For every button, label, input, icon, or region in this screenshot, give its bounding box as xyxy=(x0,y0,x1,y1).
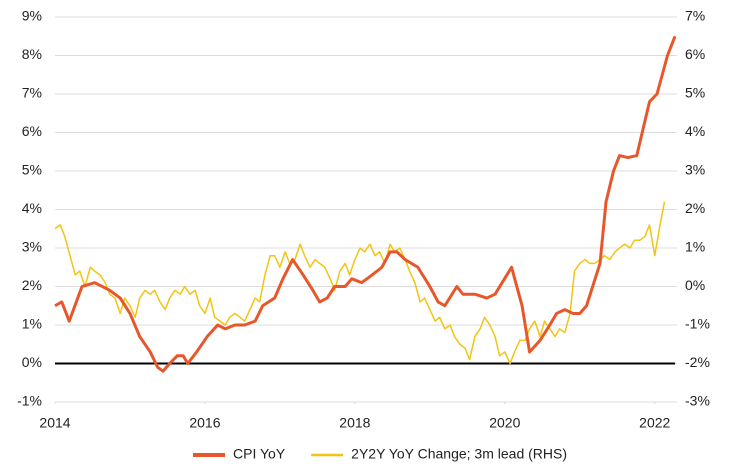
y-tick-label: 3% xyxy=(22,239,42,255)
y2-tick-label: -3% xyxy=(685,393,710,409)
y-tick-label: 8% xyxy=(22,46,42,62)
y-tick-label: 2% xyxy=(22,277,42,293)
y-tick-label: 0% xyxy=(22,354,42,370)
y-tick-label: 6% xyxy=(22,123,42,139)
y2-tick-label: 0% xyxy=(685,277,705,293)
y-tick-label: 7% xyxy=(22,85,42,101)
legend-label: 2Y2Y YoY Change; 3m lead (RHS) xyxy=(351,446,567,462)
y2-tick-label: -1% xyxy=(685,316,710,332)
y-tick-label: 9% xyxy=(22,8,42,24)
y2-tick-label: 7% xyxy=(685,8,705,24)
y-tick-label: -1% xyxy=(17,393,42,409)
y2-tick-label: 6% xyxy=(685,46,705,62)
y-tick-label: 5% xyxy=(22,162,42,178)
y2-tick-label: 3% xyxy=(685,162,705,178)
x-tick-label: 2020 xyxy=(489,415,520,431)
x-tick-label: 2022 xyxy=(639,415,670,431)
y2-tick-label: 4% xyxy=(685,123,705,139)
x-tick-label: 2018 xyxy=(339,415,370,431)
y2-tick-label: 1% xyxy=(685,239,705,255)
y2-tick-label: -2% xyxy=(685,354,710,370)
x-tick-label: 2016 xyxy=(189,415,220,431)
y2-tick-label: 2% xyxy=(685,200,705,216)
y-tick-label: 4% xyxy=(22,200,42,216)
y2-tick-label: 5% xyxy=(685,85,705,101)
series-line xyxy=(54,35,677,373)
series-line xyxy=(54,201,666,365)
y-tick-label: 1% xyxy=(22,316,42,332)
legend-label: CPI YoY xyxy=(233,446,286,462)
x-tick-label: 2014 xyxy=(39,415,70,431)
